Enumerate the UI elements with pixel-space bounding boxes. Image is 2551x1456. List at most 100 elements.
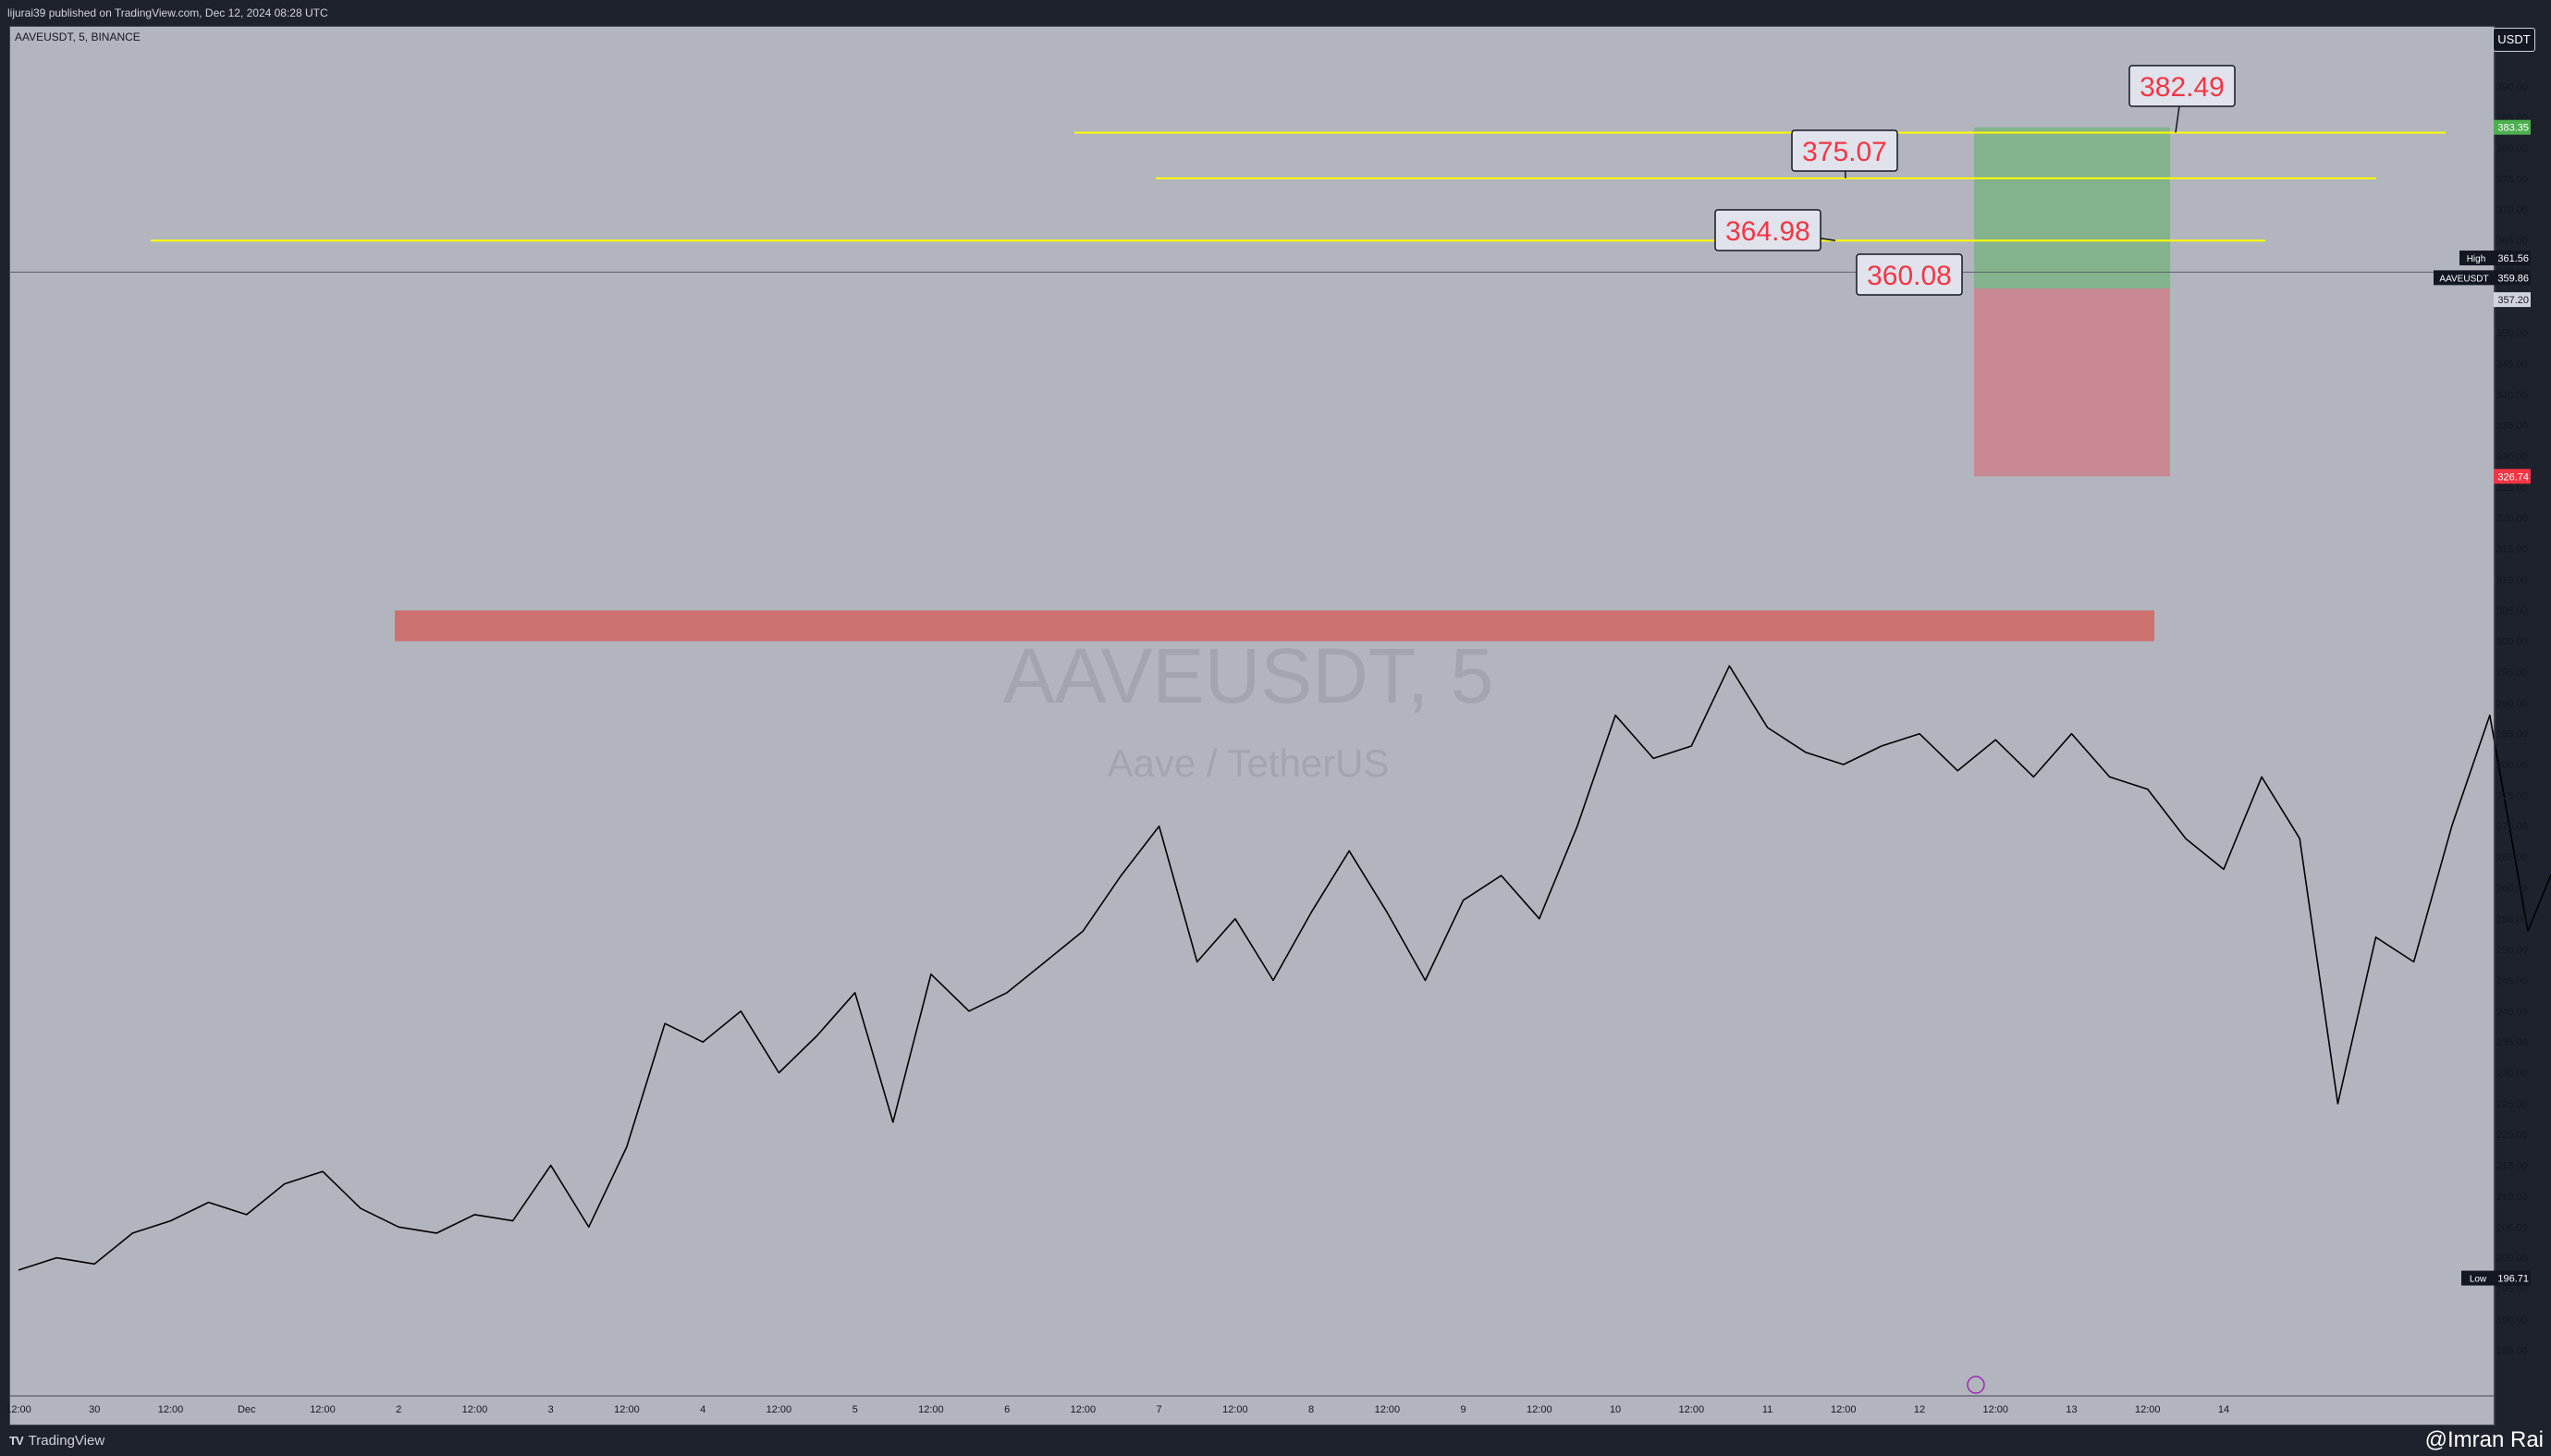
time-tick-label: 30 bbox=[89, 1404, 100, 1415]
price-tick-label: 305.00 bbox=[2496, 606, 2528, 617]
price-tick-label: 340.00 bbox=[2496, 390, 2528, 401]
stop-zone[interactable] bbox=[1974, 288, 2170, 477]
callout-382-text: 382.49 bbox=[2140, 72, 2225, 103]
target-price-tag: 383.35 bbox=[2497, 123, 2529, 134]
price-tick-label: 230.00 bbox=[2496, 1069, 2528, 1080]
time-tick-label: 9 bbox=[1461, 1404, 1466, 1415]
callout-364-text: 364.98 bbox=[1725, 216, 1810, 247]
chart-pane[interactable] bbox=[9, 26, 2495, 1425]
published-header: lijurai39 published on TradingView.com, … bbox=[0, 0, 2551, 26]
price-tick-label: 200.00 bbox=[2496, 1254, 2528, 1265]
price-tick-label: 375.00 bbox=[2496, 174, 2528, 185]
price-tick-label: 285.00 bbox=[2496, 729, 2528, 740]
price-tick-label: 325.00 bbox=[2496, 483, 2528, 494]
time-tick-label: 12:00 bbox=[614, 1404, 640, 1415]
price-tick-label: 240.00 bbox=[2496, 1007, 2528, 1018]
price-tick-label: 330.00 bbox=[2496, 452, 2528, 463]
time-tick-label: 12 bbox=[1914, 1404, 1925, 1415]
sub-value-tag-bg bbox=[2494, 292, 2531, 308]
target-zone[interactable] bbox=[1974, 127, 2170, 289]
time-tick-label: 12:00 bbox=[918, 1404, 944, 1415]
time-tick-label: 14 bbox=[2218, 1404, 2229, 1415]
last-value-tag-bg bbox=[2494, 270, 2531, 286]
low-value-tag: 196.71 bbox=[2497, 1274, 2529, 1285]
time-tick-label: 12:00 bbox=[1071, 1404, 1097, 1415]
price-tick-label: 295.00 bbox=[2496, 667, 2528, 679]
time-tick-label: 12:00 bbox=[1831, 1404, 1857, 1415]
support-zone[interactable] bbox=[395, 610, 2154, 642]
time-tick-label: 12:00 bbox=[1679, 1404, 1705, 1415]
price-tick-label: 335.00 bbox=[2496, 421, 2528, 432]
callout-382-box[interactable] bbox=[2128, 65, 2236, 107]
time-tick-label: 12:00 bbox=[767, 1404, 792, 1415]
price-tick-label: 390.00 bbox=[2496, 81, 2528, 92]
last-value-tag: 359.86 bbox=[2497, 273, 2529, 284]
callout-375-box[interactable] bbox=[1791, 129, 1898, 172]
price-series[interactable] bbox=[18, 277, 2551, 1271]
lightning-icon[interactable] bbox=[1967, 1376, 1985, 1394]
watermark-title: AAVEUSDT, 5 bbox=[1003, 632, 1494, 719]
time-tick-label: 12:00 bbox=[1983, 1404, 2009, 1415]
high-label-bg bbox=[2459, 251, 2494, 266]
footer-bar: TV TradingView @Imran Rai bbox=[0, 1425, 2551, 1456]
time-tick-label: 7 bbox=[1157, 1404, 1162, 1415]
price-tick-label: 310.00 bbox=[2496, 575, 2528, 586]
time-tick-label: 3 bbox=[548, 1404, 554, 1415]
price-tick-label: 215.00 bbox=[2496, 1161, 2528, 1172]
tradingview-logo[interactable]: TV TradingView bbox=[9, 1432, 104, 1450]
price-tick-label: 255.00 bbox=[2496, 914, 2528, 925]
price-tick-label: 265.00 bbox=[2496, 852, 2528, 863]
high-value-tag: 361.56 bbox=[2497, 253, 2529, 264]
low-value-tag-bg bbox=[2494, 1270, 2531, 1286]
callout-364-box[interactable] bbox=[1714, 209, 1821, 251]
stop-price-tag: 326.74 bbox=[2497, 471, 2529, 483]
price-tick-label: 210.00 bbox=[2496, 1192, 2528, 1203]
price-tick-label: 220.00 bbox=[2496, 1130, 2528, 1141]
price-tick-label: 245.00 bbox=[2496, 975, 2528, 986]
time-tick-label: 12:00 bbox=[1222, 1404, 1248, 1415]
price-tick-label: 300.00 bbox=[2496, 637, 2528, 648]
tradingview-logo-icon: TV bbox=[9, 1434, 24, 1448]
price-tick-label: 195.00 bbox=[2496, 1284, 2528, 1295]
last-label-bg bbox=[2434, 270, 2494, 286]
time-tick-label: 12:00 bbox=[1375, 1404, 1401, 1415]
high-label: High bbox=[2467, 254, 2486, 264]
time-tick-label: Dec bbox=[238, 1404, 256, 1415]
time-tick-label: 4 bbox=[700, 1404, 705, 1415]
price-tick-label: 260.00 bbox=[2496, 883, 2528, 894]
price-tick-label: 345.00 bbox=[2496, 359, 2528, 370]
time-tick-label: 5 bbox=[852, 1404, 858, 1415]
brand-label: TradingView bbox=[28, 1433, 105, 1449]
low-label-bg bbox=[2461, 1270, 2494, 1286]
price-tick-label: 250.00 bbox=[2496, 945, 2528, 956]
author-label: @Imran Rai bbox=[2424, 1427, 2544, 1452]
price-tick-label: 370.00 bbox=[2496, 205, 2528, 216]
currency-button[interactable]: USDT bbox=[2493, 28, 2535, 52]
callout-360-box[interactable] bbox=[1856, 253, 1963, 296]
time-tick-label: 12:00 bbox=[6, 1404, 31, 1415]
price-tick-label: 380.00 bbox=[2496, 143, 2528, 154]
time-tick-label: 12:00 bbox=[2135, 1404, 2161, 1415]
time-tick-label: 11 bbox=[1762, 1404, 1772, 1415]
symbol-info: AAVEUSDT, 5, BINANCE bbox=[15, 31, 141, 43]
target-price-tag-bg bbox=[2494, 119, 2531, 135]
callout-360-text: 360.08 bbox=[1867, 261, 1952, 291]
price-tick-label: 190.00 bbox=[2496, 1315, 2528, 1326]
watermark-subtitle: Aave / TetherUS bbox=[1107, 741, 1389, 785]
price-tick-label: 270.00 bbox=[2496, 822, 2528, 833]
price-tick-label: 350.00 bbox=[2496, 328, 2528, 339]
published-text: lijurai39 published on TradingView.com, … bbox=[7, 6, 328, 19]
sub-value-tag: 357.20 bbox=[2497, 295, 2529, 306]
time-tick-label: 13 bbox=[2066, 1404, 2077, 1415]
price-tick-label: 225.00 bbox=[2496, 1099, 2528, 1110]
stop-price-tag-bg bbox=[2494, 469, 2531, 484]
time-tick-label: 12:00 bbox=[462, 1404, 488, 1415]
time-tick-label: 12:00 bbox=[158, 1404, 184, 1415]
price-tick-label: 315.00 bbox=[2496, 544, 2528, 556]
price-tick-label: 290.00 bbox=[2496, 698, 2528, 709]
price-tick-label: 275.00 bbox=[2496, 790, 2528, 801]
time-tick-label: 8 bbox=[1308, 1404, 1314, 1415]
high-value-tag-bg bbox=[2494, 251, 2531, 266]
price-tick-label: 205.00 bbox=[2496, 1222, 2528, 1233]
